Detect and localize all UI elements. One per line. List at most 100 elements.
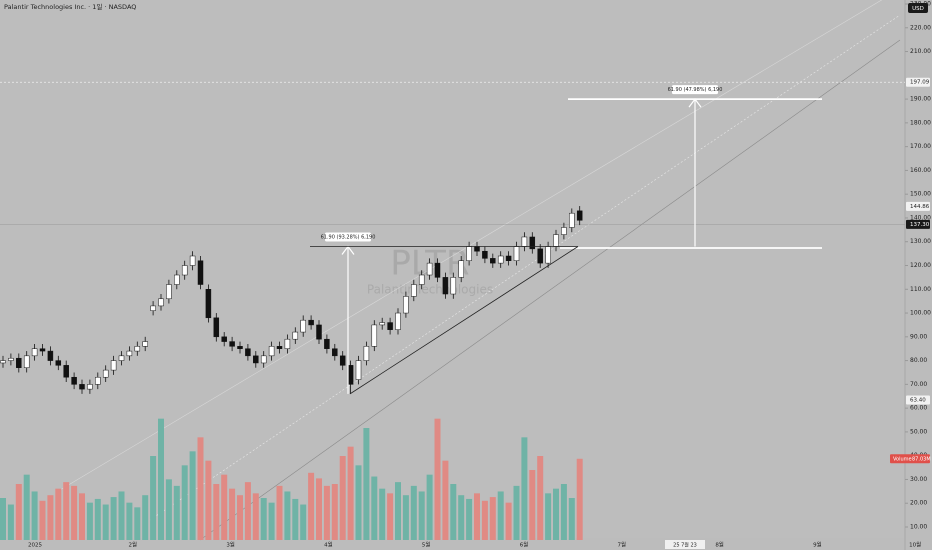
volume-bar <box>521 437 528 540</box>
candle-body <box>316 324 322 340</box>
crosshair-box <box>665 540 705 549</box>
volume-bar <box>252 493 259 540</box>
volume-bar <box>426 474 433 540</box>
candle-body <box>490 258 496 264</box>
chart-title: Palantir Technologies Inc. · 1일 · NASDAQ <box>4 2 136 11</box>
candle-body <box>0 360 6 364</box>
candle-body <box>450 277 457 295</box>
volume-bar <box>363 428 370 540</box>
y-tick-label: 60.00 <box>910 405 927 412</box>
price-tag-label: 63.40 <box>910 398 926 404</box>
candle-body <box>545 246 551 264</box>
y-tick-label: 130.00 <box>910 238 931 245</box>
volume-bar <box>355 465 362 540</box>
volume-bar <box>31 491 38 540</box>
candle-body <box>292 331 299 340</box>
candle-body <box>189 255 196 266</box>
candle-body <box>332 348 338 357</box>
y-tick-label: 230.00 <box>910 1 931 8</box>
volume-bar <box>118 491 125 540</box>
volume-bar <box>300 504 307 540</box>
volume-bar <box>529 470 536 540</box>
x-tick-label: 4월 <box>324 541 333 549</box>
candle-body <box>434 262 441 278</box>
candle-body <box>237 346 243 349</box>
price-tag <box>906 201 930 211</box>
currency-box <box>908 3 928 13</box>
volume-bar <box>442 460 449 540</box>
volume-bar <box>308 472 315 540</box>
volume-bar <box>323 485 330 540</box>
volume-bar <box>110 497 117 540</box>
candle-body <box>379 322 385 326</box>
candle-body <box>134 346 141 352</box>
x-tick-label: 5월 <box>422 541 431 549</box>
volume-bar <box>173 485 180 540</box>
candle-body <box>87 384 93 390</box>
volume-bar <box>79 493 85 540</box>
volume-bar <box>158 418 164 540</box>
x-tick-label: 10월 <box>909 541 921 549</box>
volume-bar <box>434 418 441 540</box>
volume-bar <box>284 491 291 540</box>
candle-body <box>418 274 425 285</box>
candle-body <box>395 312 401 330</box>
y-tick-label: 80.00 <box>910 357 927 364</box>
volume-bar <box>418 491 425 540</box>
candle-body <box>426 262 433 276</box>
candle-body <box>205 289 212 319</box>
y-tick-label: 190.00 <box>910 96 931 103</box>
volume-bar <box>213 484 220 540</box>
candle-body <box>213 317 220 338</box>
volume-bar <box>537 456 544 540</box>
candle-body <box>324 338 330 349</box>
price-tag <box>906 395 930 405</box>
candle-body <box>403 296 409 314</box>
price-tag-label: 137.30 <box>910 222 930 228</box>
candle-body <box>229 341 235 347</box>
volume-bar <box>466 498 473 540</box>
candle-body <box>276 346 283 349</box>
candle-body <box>79 384 85 390</box>
measure-label-box <box>672 85 718 95</box>
candle-body <box>284 338 291 349</box>
candle-body <box>308 319 314 326</box>
volume-bar <box>568 498 575 540</box>
volume-bar <box>331 484 338 540</box>
candle-body <box>561 227 567 235</box>
y-tick-label: 210.00 <box>910 48 931 55</box>
candle-body <box>363 346 370 361</box>
candle-body <box>371 324 378 347</box>
candle-body <box>102 369 109 378</box>
volume-bar <box>481 500 488 540</box>
volume-bar <box>410 485 417 540</box>
candle-body <box>482 250 488 259</box>
candle-body <box>474 246 480 252</box>
candle-body <box>31 348 38 357</box>
x-tick-label: 6월 <box>520 541 529 549</box>
candle-body <box>569 212 575 228</box>
volume-bar <box>268 502 275 540</box>
candle-body <box>166 284 172 300</box>
candle-body <box>63 365 69 378</box>
volume-bar <box>0 498 6 540</box>
y-tick-label: 170.00 <box>910 143 931 150</box>
volume-bar <box>47 495 54 540</box>
channel-line <box>199 39 901 541</box>
candle-body <box>142 341 148 347</box>
y-tick-label: 70.00 <box>910 381 927 388</box>
volume-bar <box>379 488 386 540</box>
currency: USD <box>912 6 924 12</box>
volume-bar <box>94 498 101 540</box>
y-tick-label: 160.00 <box>910 167 931 174</box>
y-tick-label: 30.00 <box>910 476 927 483</box>
volume-bar <box>165 479 172 540</box>
volume-bar <box>134 507 141 540</box>
volume-bar <box>23 474 30 540</box>
candle-body <box>537 248 543 264</box>
y-tick-label: 120.00 <box>910 262 931 269</box>
candle-body <box>268 346 275 357</box>
volume-bar <box>387 493 394 540</box>
candle-body <box>576 210 583 221</box>
